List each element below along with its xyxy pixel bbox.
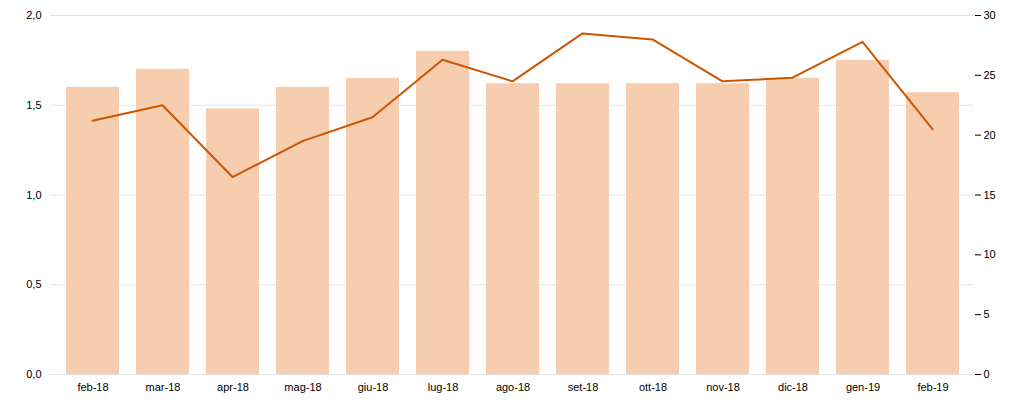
svg-text:mar-18: mar-18 xyxy=(146,381,181,393)
svg-text:mag-18: mag-18 xyxy=(284,381,321,393)
svg-text:set-18: set-18 xyxy=(568,381,599,393)
svg-text:giu-18: giu-18 xyxy=(358,381,389,393)
svg-text:lug-18: lug-18 xyxy=(428,381,459,393)
svg-text:1,0: 1,0 xyxy=(26,189,41,201)
svg-text:gen-19: gen-19 xyxy=(846,381,880,393)
svg-text:1,5: 1,5 xyxy=(26,99,41,111)
svg-text:feb-19: feb-19 xyxy=(917,381,948,393)
svg-text:0: 0 xyxy=(984,368,990,380)
svg-text:20: 20 xyxy=(984,129,996,141)
svg-text:25: 25 xyxy=(984,69,996,81)
svg-text:0,5: 0,5 xyxy=(26,278,41,290)
svg-text:2,0: 2,0 xyxy=(26,9,41,21)
svg-text:30: 30 xyxy=(984,9,996,21)
svg-text:0,0: 0,0 xyxy=(26,368,41,380)
svg-text:5: 5 xyxy=(984,308,990,320)
svg-text:feb-18: feb-18 xyxy=(77,381,108,393)
svg-text:15: 15 xyxy=(984,189,996,201)
svg-text:ott-18: ott-18 xyxy=(639,381,667,393)
svg-text:nov-18: nov-18 xyxy=(706,381,740,393)
svg-text:10: 10 xyxy=(984,248,996,260)
svg-text:dic-18: dic-18 xyxy=(778,381,808,393)
svg-text:apr-18: apr-18 xyxy=(217,381,249,393)
svg-text:ago-18: ago-18 xyxy=(496,381,530,393)
